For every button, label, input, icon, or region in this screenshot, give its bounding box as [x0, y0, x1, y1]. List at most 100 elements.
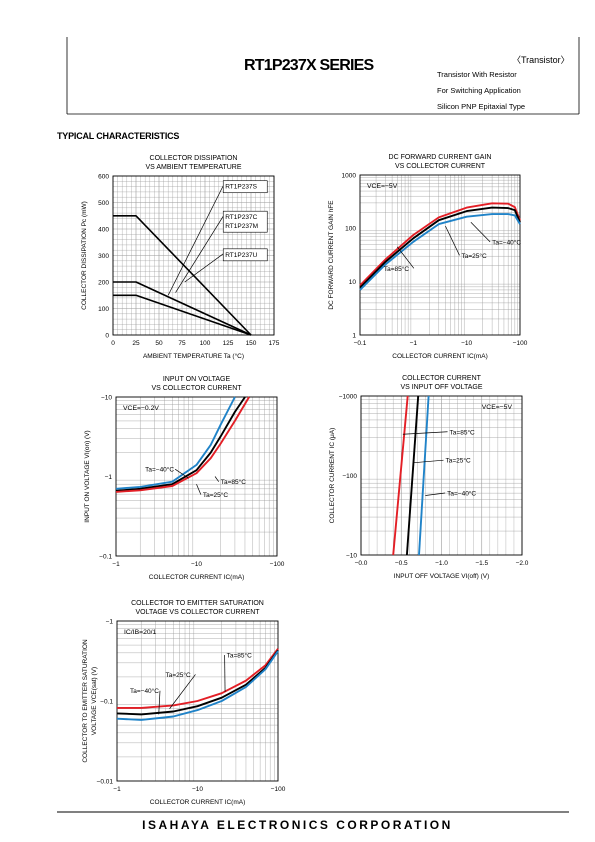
condition-label: IC/IB=20/1: [124, 629, 157, 636]
series-label: Ta=25°C: [165, 671, 190, 679]
chart-title: VS AMBIENT TEMPERATURE: [145, 164, 241, 171]
charts-layer: 0 25 50 75 100 125 150 175 0 100 200 300 400 500 600 CO…: [81, 154, 529, 806]
series-line: [116, 650, 279, 721]
series-label: Ta=85°C: [227, 651, 252, 659]
y-tick-label: 600: [98, 173, 109, 180]
x-tick-label: −0.1: [354, 340, 367, 347]
leader-line: [174, 468, 189, 479]
condition-label: VCE=−0.2V: [123, 405, 159, 412]
x-axis-label: COLLECTOR CURRENT IC(mA): [392, 353, 487, 360]
y-tick-label: 10: [349, 279, 357, 286]
chart-title: COLLECTOR DISSIPATION: [150, 155, 238, 162]
series-line: [359, 213, 521, 291]
leader-line: [184, 253, 224, 283]
series-label-box: [222, 180, 268, 194]
header-line-2: For Switching Application: [437, 86, 521, 95]
series-label-box: [222, 248, 268, 262]
condition-label: VCE=−5V: [367, 183, 398, 190]
chart-title: VS COLLECTOR CURRENT: [395, 163, 486, 170]
leader-line: [397, 246, 415, 269]
y-tick-label: −10: [346, 552, 357, 559]
series-line: [113, 281, 252, 336]
x-tick-label: −1: [410, 340, 418, 347]
series-label: Ta=25°C: [203, 491, 228, 499]
chart-title: DC FORWARD CURRENT GAIN: [389, 154, 492, 161]
series-line: [113, 215, 252, 336]
y-tick-label: 400: [98, 226, 109, 233]
x-tick-label: 50: [155, 340, 163, 347]
y-tick-label: −0.1: [100, 698, 113, 705]
y-tick-label: −1000: [339, 393, 358, 400]
section-title: TYPICAL CHARACTERISTICS: [57, 131, 180, 141]
x-tick-label: 150: [246, 340, 257, 347]
series-line: [115, 396, 236, 490]
x-tick-label: 125: [223, 340, 234, 347]
series-label: RT1P237M: [225, 223, 258, 230]
series-line: [405, 395, 420, 556]
series-label: Ta=85°C: [221, 478, 246, 486]
category-label: 〈Transistor〉: [512, 55, 570, 65]
leader-line: [196, 484, 202, 495]
y-tick-label: −1: [105, 474, 113, 481]
x-tick-label: −1.0: [435, 560, 448, 567]
chart-title: VS INPUT OFF VOLTAGE: [400, 384, 482, 391]
x-axis-label: COLLECTOR CURRENT IC(mA): [149, 574, 244, 581]
y-tick-label: −100: [342, 473, 357, 480]
leader-line: [158, 690, 161, 715]
x-tick-label: −1.5: [475, 560, 488, 567]
chart-title: COLLECTOR CURRENT: [402, 375, 482, 382]
y-axis-label: DC FORWARD CURRENT GAIN hFE: [328, 200, 335, 310]
series-label: Ta=−40°C: [492, 238, 521, 246]
y-tick-label: −10: [101, 394, 112, 401]
series-label: Ta=25°C: [446, 457, 471, 465]
plot-frame: [116, 620, 279, 782]
x-tick-label: −100: [271, 786, 286, 793]
series-line: [359, 206, 521, 289]
series-label: RT1P237S: [225, 184, 257, 191]
leader-line: [414, 459, 444, 464]
series-line: [392, 395, 409, 556]
chart-title: COLLECTOR TO EMITTER SATURATION: [131, 600, 264, 607]
y-tick-label: 200: [98, 279, 109, 286]
plot-frame: [112, 175, 275, 336]
plot-frame: [115, 396, 278, 557]
series-line: [359, 202, 521, 287]
y-tick-label: 300: [98, 253, 109, 260]
x-tick-label: 175: [269, 340, 280, 347]
plot-frame: [359, 174, 521, 336]
series-label: RT1P237C: [225, 214, 257, 221]
x-tick-label: −10: [192, 786, 203, 793]
x-axis-label: AMBIENT TEMPERATURE Ta (°C): [143, 352, 244, 360]
y-axis-label: VOLTAGE VCE(sat) (V): [91, 667, 98, 735]
leader-line: [169, 674, 196, 709]
y-tick-label: 500: [98, 200, 109, 207]
leader-line: [445, 225, 460, 256]
leader-line: [402, 431, 448, 435]
series-label: Ta=−40°C: [447, 490, 476, 498]
leader-line: [167, 185, 224, 296]
y-tick-label: 1000: [342, 172, 357, 179]
series-line: [115, 396, 246, 492]
x-tick-label: 75: [178, 340, 186, 347]
plot-frame: [360, 395, 523, 556]
y-axis-label: COLLECTOR DISSIPATION Pc (mW): [81, 201, 88, 310]
y-axis-label: COLLECTOR TO EMITTER SATURATION: [82, 639, 89, 763]
x-tick-label: −10: [191, 561, 202, 568]
series-line: [116, 649, 279, 716]
series-label: Ta=25°C: [461, 252, 486, 260]
x-tick-label: −0.5: [395, 560, 408, 567]
series-line: [117, 648, 279, 709]
leader-line: [425, 492, 446, 496]
y-tick-label: 0: [105, 332, 109, 339]
chart-ic_vioff: −0.0 −0.5 −1.0 −1.5 −2.0 −10 −100 −1000 COLLECTO…: [329, 375, 529, 580]
leader-line: [214, 476, 220, 482]
chart-title: VOLTAGE VS COLLECTOR CURRENT: [135, 609, 260, 616]
series-label: Ta=85°C: [450, 428, 475, 436]
y-axis-label: COLLECTOR CURRENT IC (μA): [329, 428, 336, 524]
leader-line: [470, 222, 491, 243]
page-title: RT1P237X SERIES: [244, 57, 374, 74]
leader-line: [175, 216, 224, 293]
x-tick-label: −0.0: [355, 560, 368, 567]
x-axis-label: COLLECTOR CURRENT IC(mA): [150, 799, 245, 806]
